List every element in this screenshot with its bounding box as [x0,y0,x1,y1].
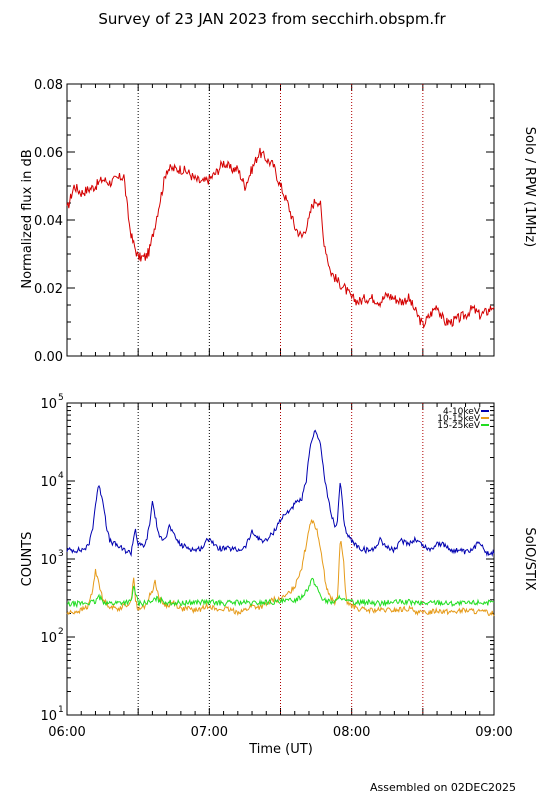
bottom-y-tick-label: 10 [40,397,57,412]
x-tick-label: 08:00 [333,725,370,740]
bottom-y-tick-exponent: 4 [58,471,64,481]
bottom-y-tick-exponent: 3 [58,549,64,559]
bottom-y-tick-exponent: 5 [58,393,64,403]
top-y-tick-label: 0.06 [34,146,63,161]
top-y-tick-label: 0.02 [34,282,63,297]
bottom-y-tick-label: 10 [40,475,57,490]
legend-label: 15-25keV [437,421,481,431]
x-tick-label: 07:00 [191,725,228,740]
bottom-panel: COUNTS SolO/STIX Time (UT) 10 110 210 310 41… [20,393,537,757]
top-y-tick-label: 0.04 [34,214,63,229]
bottom-y-tick-exponent: 1 [58,705,64,715]
x-tick-label: 09:00 [475,725,512,740]
top-y-axis-label: Normalized flux in dB [20,149,35,288]
legend-label: 10-15keV [437,414,481,424]
legend-label: 4-10keV [443,407,481,417]
top-right-label: Solo / RPW (1MHz) [522,127,537,248]
x-tick-label: 06:00 [48,725,85,740]
bottom-right-label: SolO/STIX [522,527,537,590]
bottom-y-axis-label: COUNTS [20,532,35,587]
bottom-series-line-2 [66,577,495,609]
top-panel: Normalized flux in dB Solo / RPW (1MHz) … [20,78,537,365]
bottom-y-tick-label: 10 [40,553,57,568]
top-y-tick-label: 0.00 [34,350,63,365]
footer-assembled: Assembled on 02DEC2025 [370,781,516,794]
x-axis-label: Time (UT) [248,742,313,757]
bottom-y-tick-label: 10 [40,631,57,646]
bottom-y-tick-label: 10 [40,709,57,724]
bottom-series-line-0 [66,429,495,558]
chart-title: Survey of 23 JAN 2023 from secchirh.obsp… [98,10,446,28]
top-y-tick-label: 0.08 [34,78,63,93]
top-series-line-0 [66,147,495,330]
bottom-y-tick-exponent: 2 [58,627,64,637]
